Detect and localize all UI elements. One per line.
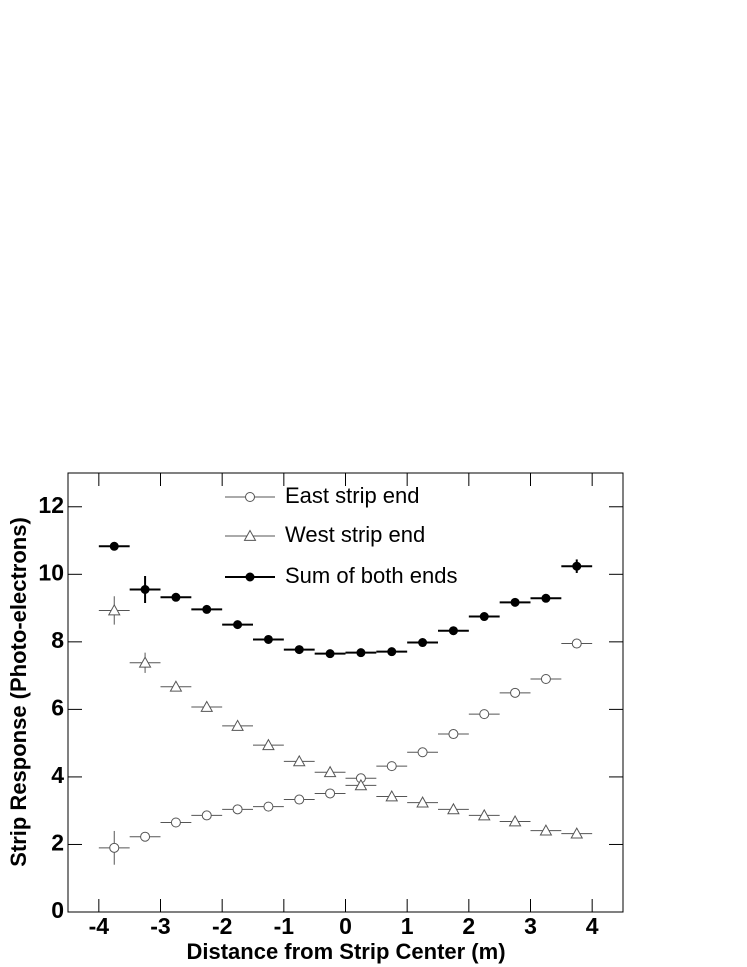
legend-label: Sum of both ends: [285, 563, 457, 588]
legend-marker: [245, 572, 255, 582]
x-tick-label: -4: [89, 913, 110, 939]
data-point: [539, 824, 553, 836]
data-point: [325, 788, 336, 799]
data-point: [232, 804, 243, 815]
x-tick-label: -3: [150, 913, 170, 939]
x-tick-label: 3: [524, 913, 537, 939]
x-tick-label: -2: [212, 913, 232, 939]
legend-label: West strip end: [285, 522, 425, 547]
data-point: [200, 700, 214, 712]
x-tick-label: 2: [462, 913, 475, 939]
data-point: [202, 604, 212, 614]
data-point: [169, 680, 183, 692]
y-tick-label: 12: [38, 492, 64, 518]
data-point: [170, 817, 181, 828]
data-point: [479, 612, 489, 622]
data-point: [231, 719, 244, 731]
data-point: [201, 810, 212, 821]
legend-marker: [243, 529, 257, 541]
data-point: [263, 634, 273, 644]
data-point: [479, 709, 490, 720]
data-point: [571, 638, 582, 649]
x-tick-label: -1: [274, 913, 295, 939]
data-point: [417, 747, 428, 758]
data-point: [140, 831, 151, 842]
data-point: [418, 638, 428, 648]
data-point: [294, 794, 305, 805]
y-tick-label: 10: [38, 559, 64, 585]
data-point: [448, 626, 458, 636]
data-point: [109, 541, 119, 551]
data-point: [416, 796, 429, 808]
x-axis-title: Distance from Strip Center (m): [186, 939, 505, 964]
data-point: [387, 647, 397, 657]
y-axis-title: Strip Response (Photo-electrons): [6, 517, 31, 867]
data-point: [140, 585, 150, 595]
data-point: [572, 561, 582, 571]
data-point: [448, 729, 459, 740]
data-point: [570, 827, 584, 839]
data-point: [263, 801, 274, 812]
data-point: [447, 802, 460, 815]
data-point: [323, 765, 337, 778]
data-point: [508, 814, 522, 827]
y-tick-label: 4: [51, 762, 64, 788]
data-point: [109, 842, 120, 853]
data-point: [540, 673, 551, 684]
data-point: [325, 649, 335, 659]
data-point: [107, 603, 121, 616]
data-point: [138, 656, 152, 668]
legend-label: East strip end: [285, 483, 420, 508]
data-point: [356, 648, 366, 658]
data-point: [292, 754, 306, 767]
data-point: [262, 738, 275, 751]
x-tick-label: 4: [586, 913, 599, 939]
y-tick-label: 2: [51, 830, 64, 856]
legend-marker: [245, 492, 255, 502]
data-point: [510, 687, 521, 698]
y-tick-label: 8: [51, 627, 64, 653]
y-tick-label: 6: [51, 694, 64, 720]
data-point: [294, 645, 304, 655]
x-tick-label: 0: [339, 913, 352, 939]
y-tick-label: 0: [51, 897, 64, 923]
data-point: [171, 592, 181, 602]
data-point: [385, 789, 399, 802]
data-point: [541, 593, 551, 603]
data-point: [386, 761, 397, 772]
data-point: [510, 597, 520, 607]
data-point: [354, 778, 368, 791]
data-point: [477, 808, 491, 821]
x-tick-label: 1: [401, 913, 414, 939]
data-point: [233, 620, 243, 630]
